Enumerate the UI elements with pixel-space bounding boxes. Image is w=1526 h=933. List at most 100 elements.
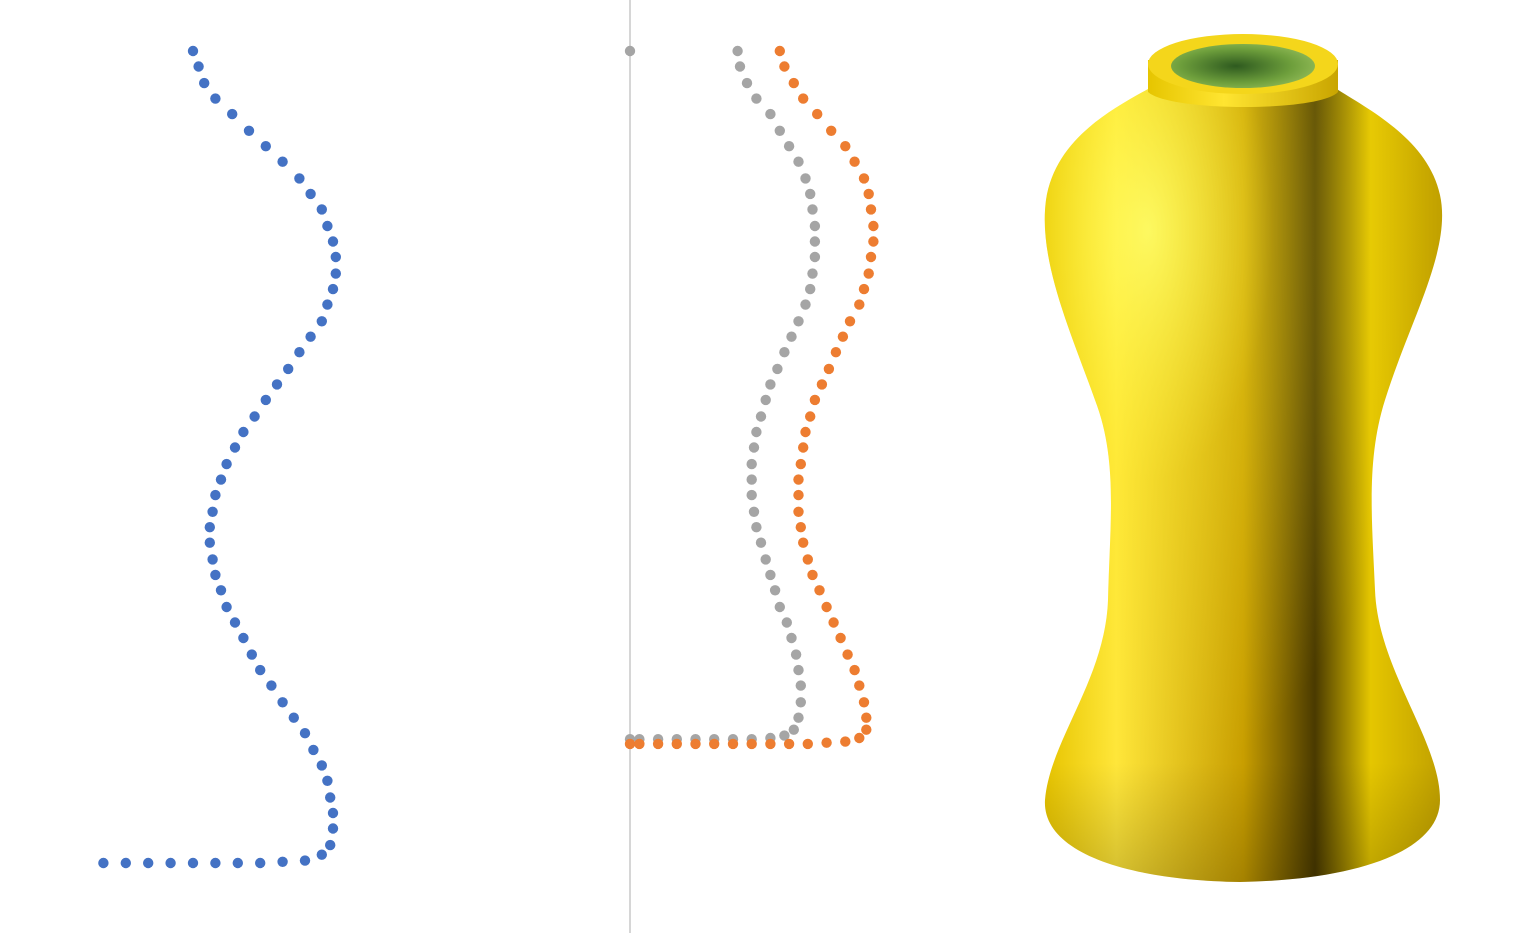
chart2-series1-point: [748, 442, 760, 453]
chart1-series1-point: [210, 857, 221, 869]
chart1-series1-point: [255, 664, 266, 676]
chart2-series2-point: [835, 632, 846, 644]
chart1-series1-point: [325, 792, 336, 803]
chart2-series2-point: [861, 724, 872, 735]
chart1-series1-point: [221, 601, 232, 613]
chart2-series2-point: [858, 173, 870, 184]
chart2-series1-point: [793, 316, 804, 327]
chart2-series1-point: [741, 77, 753, 89]
chart2-series1-point: [805, 283, 816, 295]
chart2-series2-point: [788, 77, 799, 89]
chart2-series1-point: [774, 125, 785, 136]
chart2-series1-point: [624, 45, 636, 57]
chart1-series1-point: [215, 585, 227, 596]
chart2-series1-point: [805, 188, 816, 200]
chart2-series2-point: [854, 732, 865, 744]
chart1-series1-point: [316, 204, 327, 215]
chart2-series2-point: [802, 554, 813, 565]
chart2-series2-point: [868, 220, 879, 232]
chart1-series1-point: [246, 649, 257, 660]
chart2-series1-point: [755, 411, 767, 422]
chart2-series2-point: [826, 125, 837, 136]
chart2-series1-point: [746, 489, 757, 501]
chart2-series2-point: [809, 394, 821, 406]
vase-opening: [1171, 44, 1315, 88]
chart2-series2-point: [863, 188, 874, 200]
chart1-series1-point: [243, 125, 255, 136]
chart2-series2-point: [795, 522, 806, 533]
chart2-series2-point: [652, 738, 664, 750]
chart2-series2-point: [854, 299, 865, 310]
chart2-series2-point: [793, 474, 804, 485]
chart1-series1-point: [316, 760, 327, 771]
chart1-series1-point: [266, 680, 277, 691]
chart1-series1-point: [215, 474, 227, 485]
chart2-series2-point: [865, 251, 877, 263]
chart2-series2-point: [858, 283, 870, 295]
chart2-series2-point: [868, 236, 879, 247]
chart1-series1-point: [271, 379, 283, 390]
chart2-series2-point: [812, 108, 823, 120]
chart2-series2-point: [807, 569, 818, 581]
chart1-series1-point: [210, 489, 221, 501]
chart2-series2-point: [849, 156, 860, 167]
chart2-series1-point: [809, 220, 821, 232]
chart2-series2-point: [798, 93, 809, 104]
chart2-series2-point: [709, 738, 720, 750]
chart2-series2-point: [798, 537, 809, 548]
chart2-series1-point: [760, 394, 771, 406]
chart1-series1-point: [316, 316, 327, 327]
chart1-series1-point: [327, 236, 339, 247]
chart2-series1-point: [765, 569, 776, 581]
chart2-series2-point: [840, 141, 851, 152]
chart1-series1-point: [204, 537, 215, 548]
chart2-series1-point: [807, 268, 818, 279]
chart2-series1-point: [779, 730, 790, 741]
chart2-series2-point: [765, 738, 776, 750]
chart2-series2-point: [624, 738, 636, 750]
chart2-series2-point: [814, 585, 825, 596]
chart2-series1-point: [748, 506, 760, 517]
chart2-series2-point: [774, 45, 785, 57]
chart1-series1-point: [260, 141, 271, 152]
chart1-series1-point: [120, 857, 131, 869]
chart1-series1-point: [238, 632, 249, 644]
chart2-series2-point: [849, 664, 860, 676]
chart1-series1-point: [330, 251, 341, 263]
chart2-series1-point: [769, 585, 781, 596]
chart1-series1-point: [330, 268, 341, 279]
chart1-series1-point: [193, 61, 204, 72]
chart2-series1-point: [800, 299, 811, 310]
chart1-series1-point: [327, 823, 339, 834]
chart2-series1-point: [765, 108, 776, 120]
chart2-series1-point: [774, 601, 785, 613]
chart2-series1-point: [734, 61, 746, 72]
chart2-series1-point: [755, 537, 767, 548]
chart1-series1-point: [207, 506, 218, 517]
chart1-series1-point: [299, 855, 311, 866]
chart1-series1-point: [143, 857, 154, 869]
chart1-series1-point: [327, 283, 339, 295]
chart2-series2-point: [821, 737, 832, 748]
chart2-series2-point: [823, 363, 835, 375]
chart1-series1-point: [288, 712, 299, 723]
chart2-series2-point: [844, 316, 856, 327]
chart1-series1-point: [229, 617, 241, 628]
chart2-series1-point: [781, 617, 792, 628]
chart1-series1-point: [255, 857, 266, 869]
chart2-series1-point: [786, 331, 797, 342]
chart1-series1-point: [249, 411, 260, 422]
chart2-series1-point: [790, 649, 802, 660]
chart1-series1-point: [187, 45, 199, 57]
chart2-series2-point: [802, 738, 813, 750]
chart2-series2-point: [854, 680, 865, 691]
chart2-series1-point: [751, 522, 762, 533]
chart2-series2-point: [793, 489, 804, 501]
chart2-series2-point: [746, 738, 757, 750]
chart2-series2-point: [828, 617, 839, 628]
chart1-series1-point: [210, 93, 221, 104]
chart2-series2-point: [671, 738, 682, 750]
